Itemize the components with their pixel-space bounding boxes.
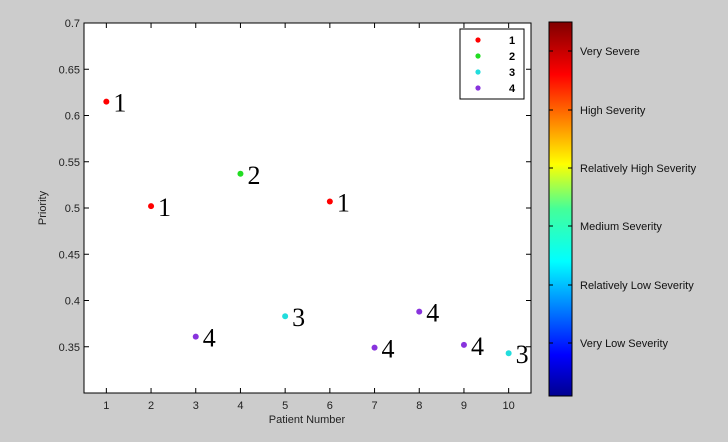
legend-marker bbox=[475, 69, 481, 75]
x-tick-label: 2 bbox=[148, 400, 154, 412]
x-tick-label: 7 bbox=[371, 400, 377, 412]
data-point-label: 4 bbox=[203, 324, 216, 353]
legend-marker bbox=[475, 85, 481, 91]
y-tick-label: 0.7 bbox=[65, 18, 80, 30]
colorbar bbox=[548, 21, 573, 397]
data-point-label: 1 bbox=[113, 89, 126, 118]
legend-label: 3 bbox=[509, 67, 515, 79]
legend-label: 1 bbox=[509, 35, 515, 47]
y-tick-label: 0.45 bbox=[59, 249, 80, 261]
legend-box bbox=[459, 28, 525, 100]
legend: 1 2 3 4 bbox=[459, 28, 525, 100]
data-point-label: 4 bbox=[471, 332, 484, 361]
legend-label: 4 bbox=[509, 83, 516, 95]
data-point-label: 4 bbox=[426, 299, 439, 328]
data-point-label: 1 bbox=[337, 189, 350, 218]
y-tick-label: 0.5 bbox=[65, 203, 80, 215]
x-tick-label: 1 bbox=[103, 400, 109, 412]
x-axis-label: Patient Number bbox=[269, 414, 346, 426]
colorbar-labels: Very Severe High Severity Relatively High … bbox=[549, 46, 697, 350]
data-points: 1 1 4 2 3 1 4 4 4 3 bbox=[103, 89, 529, 369]
data-point bbox=[371, 344, 378, 351]
x-tick-label: 3 bbox=[193, 400, 199, 412]
legend-marker bbox=[475, 53, 481, 59]
y-tick-label: 0.65 bbox=[59, 64, 80, 76]
data-point bbox=[103, 98, 110, 105]
colorbar-label: Medium Severity bbox=[580, 221, 662, 233]
legend-marker bbox=[475, 37, 481, 43]
data-point bbox=[282, 313, 289, 320]
x-axis-ticks: 1 2 3 4 5 6 7 8 9 10 bbox=[103, 23, 515, 412]
data-point-label: 3 bbox=[516, 340, 529, 369]
colorbar-label: Relatively High Severity bbox=[580, 163, 697, 175]
x-tick-label: 9 bbox=[461, 400, 467, 412]
data-point bbox=[237, 170, 244, 177]
colorbar-label: Very Low Severity bbox=[580, 338, 669, 350]
x-tick-label: 5 bbox=[282, 400, 288, 412]
data-point-label: 1 bbox=[158, 193, 171, 222]
data-point bbox=[416, 308, 423, 315]
y-tick-label: 0.35 bbox=[59, 342, 80, 354]
y-axis-label: Priority bbox=[37, 190, 49, 225]
colorbar-label: Very Severe bbox=[580, 46, 640, 58]
y-tick-label: 0.6 bbox=[65, 111, 80, 123]
data-point-label: 2 bbox=[247, 161, 260, 190]
data-point bbox=[326, 198, 333, 205]
x-tick-label: 8 bbox=[416, 400, 422, 412]
x-tick-label: 10 bbox=[503, 400, 515, 412]
colorbar-label: High Severity bbox=[580, 105, 646, 117]
legend-label: 2 bbox=[509, 51, 515, 63]
data-point-label: 4 bbox=[382, 335, 395, 364]
x-tick-label: 4 bbox=[237, 400, 243, 412]
data-point bbox=[460, 341, 467, 348]
data-point bbox=[148, 203, 155, 210]
y-tick-label: 0.4 bbox=[65, 296, 80, 308]
colorbar-label: Relatively Low Severity bbox=[580, 280, 694, 292]
y-axis-ticks: 0.35 0.4 0.45 0.5 0.55 0.6 0.65 0.7 bbox=[59, 18, 531, 354]
y-tick-label: 0.55 bbox=[59, 157, 80, 169]
x-tick-label: 6 bbox=[327, 400, 333, 412]
data-point-label: 3 bbox=[292, 303, 305, 332]
data-point bbox=[192, 333, 199, 340]
data-point bbox=[505, 350, 512, 357]
plot-area bbox=[83, 22, 532, 394]
